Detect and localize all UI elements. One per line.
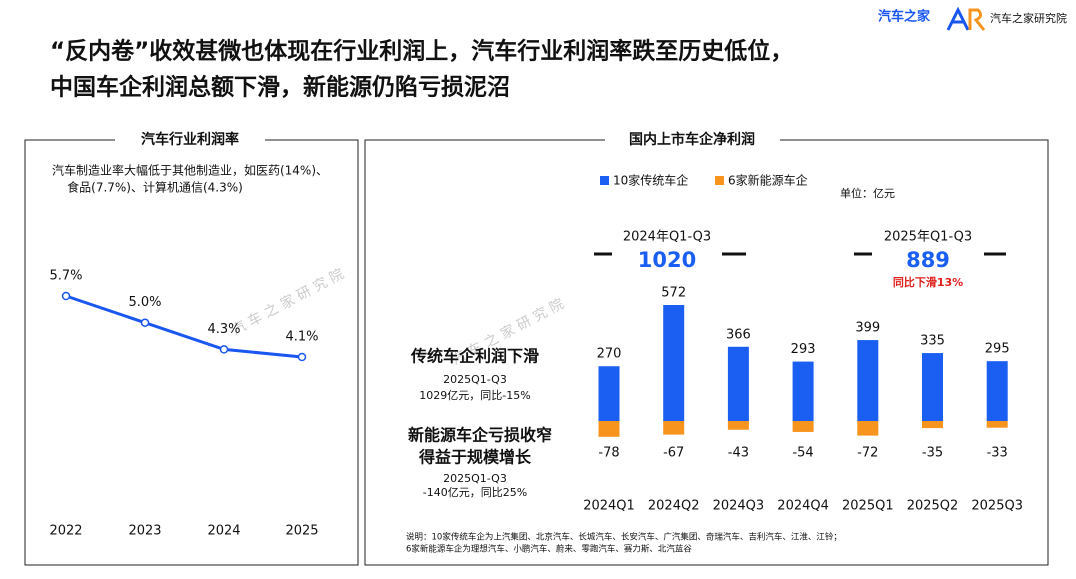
callout-period: 2025Q1-Q3 (443, 472, 507, 485)
logo: 汽车之家 (878, 9, 931, 25)
point (61, 291, 71, 301)
callout-heading: 新能源车企亏损收窄 (408, 426, 552, 445)
unit: 单位：亿元 (840, 186, 895, 200)
panel-title: 国内上市车企净利润 (629, 131, 755, 148)
x-tick-label: 2025Q2 (907, 499, 959, 514)
x-tick-label: 2022 (49, 524, 82, 539)
bar (598, 421, 620, 437)
title: “反内卷”收效甚微也体现在行业利润上，汽车行业利润率跌至历史低位， (50, 38, 793, 65)
callout-detail: 1029亿元，同比-15% (419, 389, 530, 402)
value-label: -35 (922, 446, 943, 461)
bar (727, 346, 749, 421)
panel (24, 139, 359, 566)
bar (986, 421, 1008, 428)
value-label: 366 (726, 327, 751, 342)
total: 1020 (638, 248, 696, 272)
watermark: 汽 车 之 家 研 究 院 (229, 265, 347, 339)
period: 2024年Q1-Q3 (623, 230, 711, 245)
x-tick-label: 2024 (207, 524, 240, 539)
change: 同比下滑13% (893, 275, 963, 289)
value-label: -67 (663, 446, 684, 461)
logo-mark (946, 6, 970, 31)
x-tick-label: 2025 (285, 524, 318, 539)
value-label: 293 (791, 342, 816, 357)
value-label: -33 (987, 446, 1008, 461)
value-label: 399 (855, 321, 880, 336)
bar (663, 421, 685, 435)
x-tick-label: 2024Q1 (583, 499, 635, 514)
x-tick-label: 2024Q4 (777, 499, 829, 514)
total: 889 (906, 248, 950, 272)
value-label: 270 (597, 347, 622, 362)
line (65, 294, 303, 359)
x-tick-label: 2025Q1 (842, 499, 894, 514)
legend-swatch (715, 176, 724, 185)
bar (857, 340, 879, 421)
title: 中国车企利润总额下滑，新能源仍陷亏损泥沼 (50, 74, 510, 101)
x-tick-label: 2025Q3 (971, 499, 1023, 514)
value-label: 572 (661, 286, 686, 301)
legend-label: 10家传统车企 (613, 173, 688, 188)
bar (663, 305, 685, 421)
value-label: 5.7% (49, 269, 82, 284)
callout-heading: 得益于规模增长 (418, 448, 532, 467)
bar (792, 421, 814, 432)
subtitle: 食品(7.7%)、计算机通信(4.3%) (67, 180, 243, 195)
note: 6家新能源车企为理想汽车、小鹏汽车、蔚来、零跑汽车、赛力斯、北汽蓝谷 (406, 544, 692, 555)
institute: 汽车之家研究院 (990, 11, 1067, 25)
callout-period: 2025Q1-Q3 (443, 373, 507, 386)
value-label: -78 (598, 446, 619, 461)
x-tick-label: 2024Q2 (648, 499, 700, 514)
x-tick-label: 2023 (128, 524, 161, 539)
value-label: 295 (985, 342, 1010, 357)
title-bg (115, 130, 265, 150)
value-label: -43 (728, 446, 749, 461)
value-label: -72 (857, 446, 878, 461)
x-tick-label: 2024Q3 (713, 499, 765, 514)
bar (986, 361, 1008, 421)
legend-label: 6家新能源车企 (728, 173, 808, 188)
bar (598, 366, 620, 421)
point (140, 318, 150, 327)
callout-detail: -140亿元，同比25% (423, 486, 527, 499)
bar (857, 421, 879, 436)
bar (727, 421, 749, 430)
point (219, 345, 229, 354)
subtitle: 汽车制造业率大幅低于其他制造业，如医药(14%)、 (52, 163, 328, 178)
bar (922, 421, 943, 429)
title-bg (605, 130, 780, 150)
legend-swatch (600, 176, 609, 185)
logo-mark (968, 8, 986, 31)
point (297, 352, 307, 362)
value-label: -54 (792, 446, 813, 461)
callout-heading: 传统车企利润下滑 (410, 347, 539, 366)
panel-title: 汽车行业利润率 (141, 131, 239, 148)
note: 说明：10家传统车企为上汽集团、北京汽车、长城汽车、长安汽车、广汽集团、奇瑞汽车… (406, 532, 842, 543)
value-label: 5.0% (128, 295, 161, 310)
value-label: 4.3% (207, 322, 240, 337)
value-label: 4.1% (285, 330, 318, 345)
bar (792, 361, 814, 421)
bar (922, 353, 943, 421)
period: 2025年Q1-Q3 (884, 230, 972, 245)
value-label: 335 (920, 334, 945, 349)
